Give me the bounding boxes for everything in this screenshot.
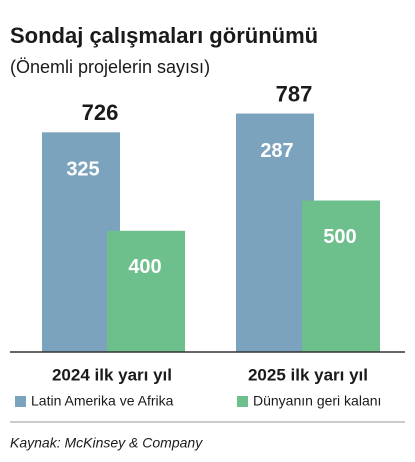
value-label: 500 <box>323 226 356 248</box>
chart-title: Sondaj çalışmaları görünümü <box>10 23 318 48</box>
total-label: 726 <box>82 100 119 125</box>
bar <box>236 113 314 352</box>
source: Kaynak: McKinsey & Company <box>10 435 203 451</box>
value-label: 400 <box>128 256 161 278</box>
legend-swatch <box>15 396 26 407</box>
x-tick-label: 2024 ilk yarı yıl <box>52 365 172 384</box>
bar <box>107 230 185 352</box>
legend-label: Dünyanın geri kalanı <box>253 393 381 409</box>
chart-subtitle: (Önemli projelerin sayısı) <box>10 57 210 77</box>
value-label: 325 <box>66 159 99 181</box>
value-label: 287 <box>260 140 293 162</box>
x-tick-label: 2025 ilk yarı yıl <box>248 365 368 384</box>
legend-label: Latin Amerika ve Afrika <box>31 393 174 409</box>
bar <box>302 200 380 352</box>
total-label: 787 <box>276 81 313 106</box>
legend-swatch <box>237 396 248 407</box>
